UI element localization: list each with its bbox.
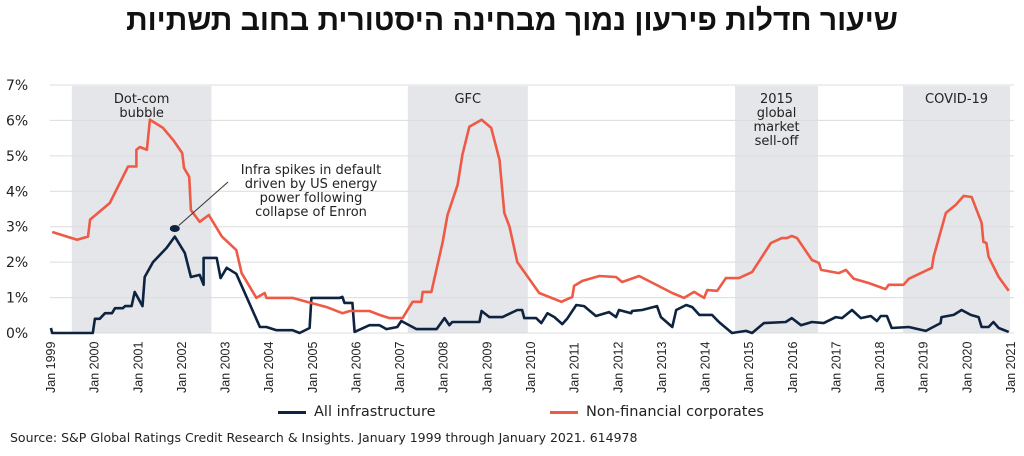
shaded-period-label: Dot-com: [114, 92, 170, 107]
annotation-leader-line: [178, 181, 229, 226]
x-tick-label: Jan 2001: [131, 342, 145, 393]
annotation-text: collapse of Enron: [255, 205, 367, 220]
y-tick-label: 0%: [6, 326, 28, 342]
shaded-period: [735, 86, 818, 333]
shaded-period-label: COVID-19: [925, 92, 988, 107]
series-line-non-financial-corporates: [51, 118, 1010, 320]
x-tick-label: Jan 2002: [175, 342, 189, 393]
x-tick-label: Jan 2007: [393, 342, 407, 393]
x-tick-label: Jan 2004: [262, 342, 276, 393]
legend-item-non-financial-corporates: Non-financial corporates: [550, 404, 764, 420]
shaded-period-label: global: [757, 106, 797, 121]
legend-item-all-infrastructure: All infrastructure: [278, 404, 436, 420]
shaded-period: [407, 86, 528, 333]
x-tick-label: Jan 2005: [306, 342, 320, 393]
annotation-text: power following: [260, 191, 363, 206]
x-tick-label: Jan 2018: [873, 342, 887, 393]
x-tick-label: Jan 2021: [1004, 342, 1018, 393]
y-tick-label: 7%: [6, 78, 28, 94]
x-tick-label: Jan 2009: [480, 342, 494, 393]
y-tick-label: 3%: [6, 220, 28, 236]
x-tick-label: Jan 2003: [219, 342, 233, 393]
chart-title: שיעור חדלות פירעון נמוך מבחינה היסטורית …: [126, 4, 898, 37]
y-tick-label: 5%: [6, 149, 28, 165]
legend-label: Non-financial corporates: [586, 404, 764, 420]
shaded-period-label: market: [753, 120, 799, 135]
y-tick-label: 1%: [6, 291, 28, 307]
x-tick-label: Jan 2013: [655, 342, 669, 393]
y-tick-label: 6%: [6, 113, 28, 129]
shaded-period: [903, 86, 1010, 333]
legend-swatch: [550, 410, 578, 414]
x-tick-label: Jan 1999: [44, 342, 58, 393]
legend-label: All infrastructure: [314, 404, 436, 420]
y-tick-label: 2%: [6, 255, 28, 271]
x-tick-label: Jan 2000: [88, 342, 102, 393]
x-tick-label: Jan 2019: [917, 342, 931, 393]
annotation-text: driven by US energy: [245, 177, 378, 192]
shaded-period-label: sell-off: [755, 134, 800, 149]
x-tick-label: Jan 2012: [611, 342, 625, 393]
y-tick-label: 4%: [6, 184, 28, 200]
series-line-all-infrastructure: [49, 235, 1010, 335]
x-tick-label: Jan 2008: [437, 342, 451, 393]
shaded-period: [71, 86, 212, 333]
x-tick-label: Jan 2017: [829, 342, 843, 393]
x-tick-label: Jan 2011: [568, 342, 582, 393]
shaded-period-label: GFC: [454, 92, 481, 107]
shaded-period-label: 2015: [760, 92, 793, 107]
legend-swatch: [278, 410, 306, 414]
x-tick-label: Jan 2014: [699, 342, 713, 393]
x-tick-label: Jan 2010: [524, 342, 538, 393]
x-tick-label: Jan 2006: [349, 342, 363, 393]
x-tick-label: Jan 2015: [742, 342, 756, 393]
annotation-marker: [169, 224, 180, 232]
shaded-period-label: bubble: [119, 106, 164, 121]
source-note: Source: S&P Global Ratings Credit Resear…: [10, 430, 638, 445]
x-tick-label: Jan 2016: [786, 342, 800, 393]
annotation-text: Infra spikes in default: [241, 163, 381, 178]
x-tick-label: Jan 2020: [960, 342, 974, 393]
